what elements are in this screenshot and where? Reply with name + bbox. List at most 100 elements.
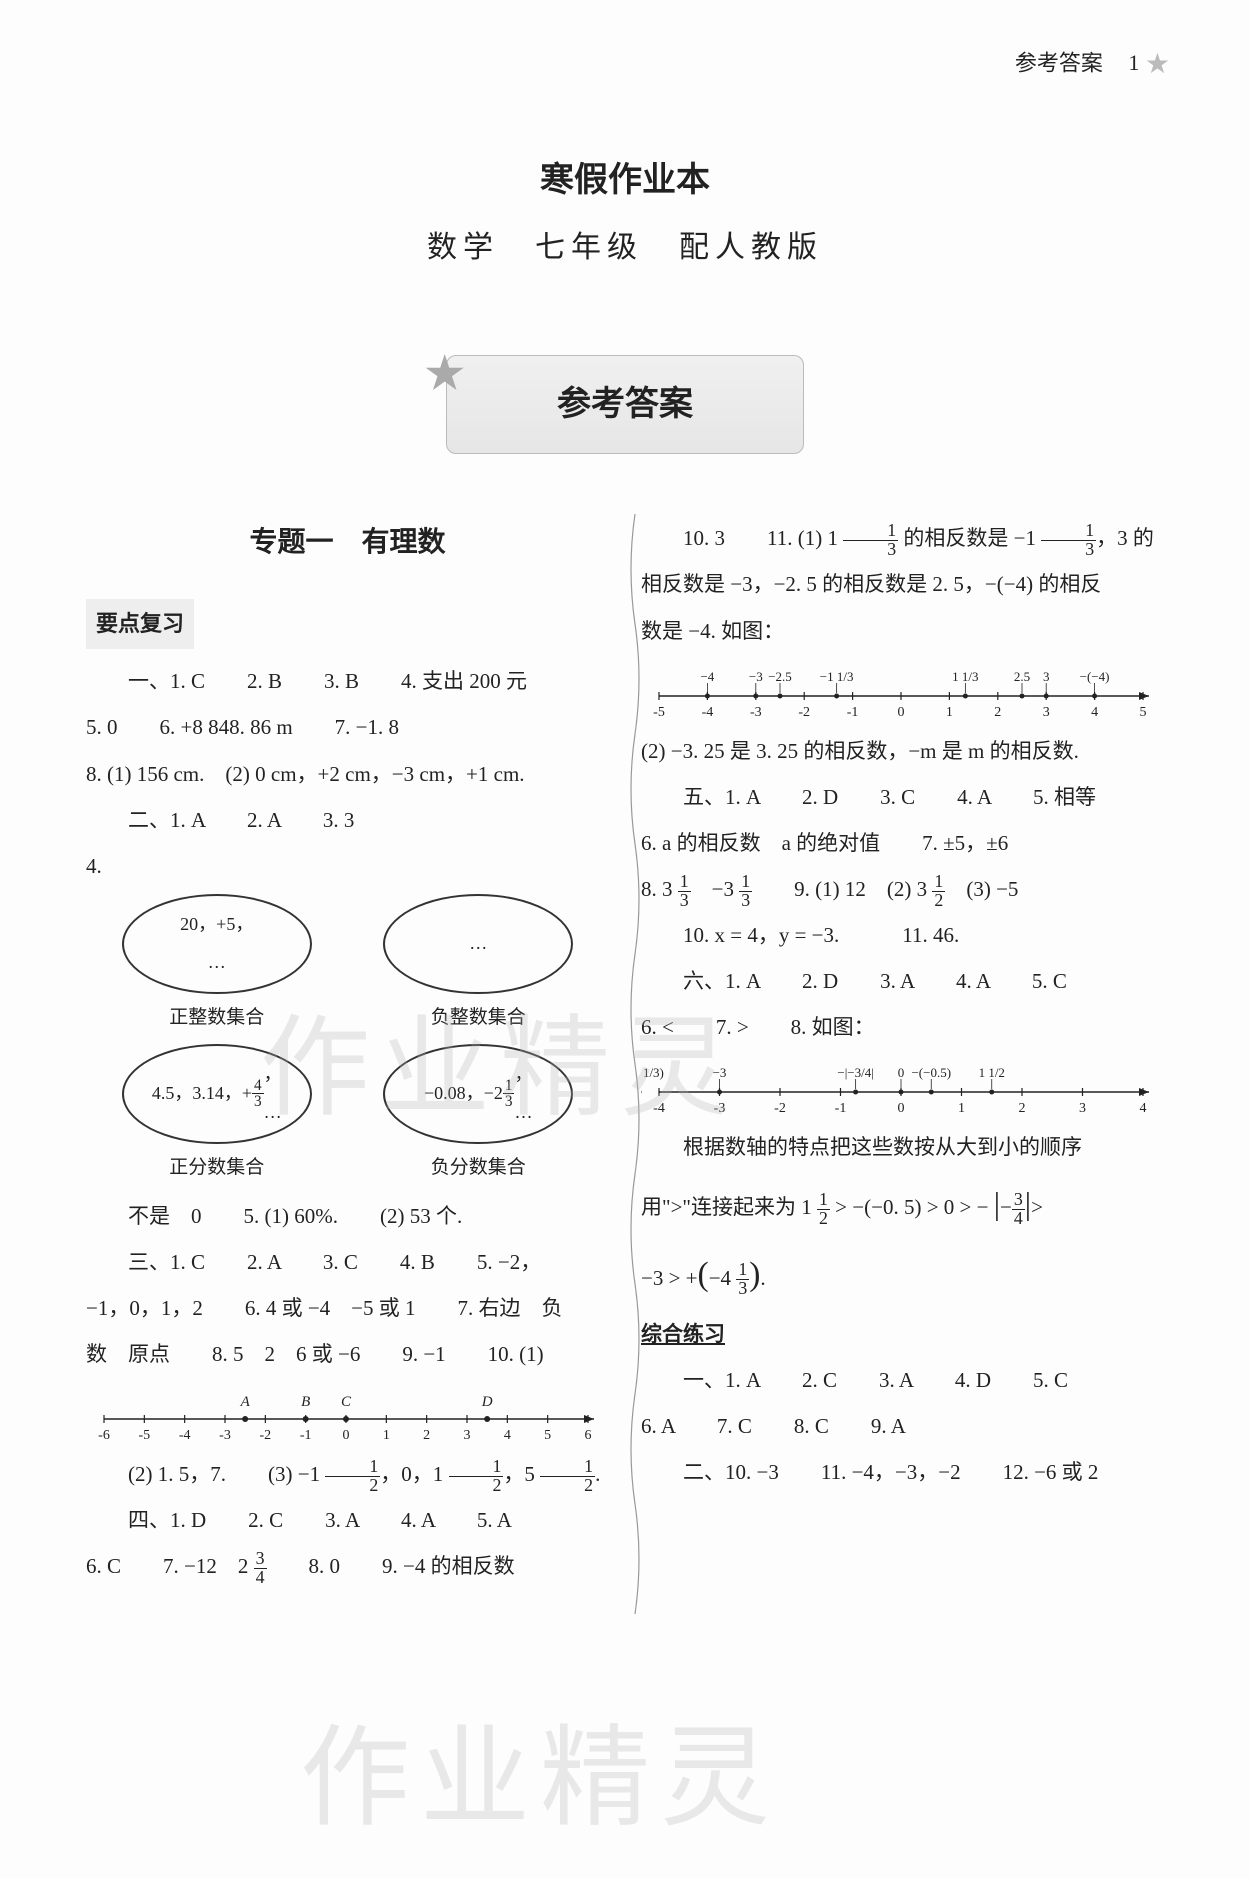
svg-text:3: 3 <box>1079 1101 1086 1116</box>
answer-line: 一、1. A 2. C 3. A 4. D 5. C <box>641 1358 1164 1402</box>
review-head: 要点复习 <box>86 599 194 649</box>
svg-text:4: 4 <box>1091 705 1098 720</box>
svg-text:2: 2 <box>994 705 1001 720</box>
svg-text:D: D <box>481 1394 493 1410</box>
answer-line: 10. 3 11. (1) 1 13 的相反数是 −1 13，3 的 <box>641 516 1164 560</box>
answer-line: 二、1. A 2. A 3. 3 <box>86 798 609 842</box>
answer-line: 6. C 7. −12 2 34 8. 0 9. −4 的相反数 <box>86 1544 609 1588</box>
oval-set: −0.08，−213，… 负分数集合 <box>383 1044 573 1188</box>
svg-text:6: 6 <box>585 1428 592 1443</box>
number-line: -6-5-4-3-2-10123456ABCD <box>86 1384 609 1444</box>
svg-text:-2: -2 <box>798 705 810 720</box>
svg-text:+(−4 1/3): +(−4 1/3) <box>641 1065 664 1080</box>
answer-line: 相反数是 −3，−2. 5 的相反数是 2. 5，−(−4) 的相反 <box>641 562 1164 606</box>
svg-text:−2.5: −2.5 <box>768 669 792 684</box>
svg-text:2.5: 2.5 <box>1014 669 1030 684</box>
answer-line: 6. A 7. C 8. C 9. A <box>641 1404 1164 1448</box>
svg-text:-2: -2 <box>774 1101 786 1116</box>
oval-row: 20，+5， … 正整数集合 … 负整数集合 <box>86 894 609 1038</box>
answer-line: (2) −3. 25 是 3. 25 的相反数，−m 是 m 的相反数. <box>641 729 1164 773</box>
svg-text:B: B <box>301 1394 310 1410</box>
answer-line: 四、1. D 2. C 3. A 4. A 5. A <box>86 1498 609 1542</box>
svg-text:1 1/2: 1 1/2 <box>979 1065 1005 1080</box>
svg-text:1: 1 <box>958 1101 965 1116</box>
svg-text:−4: −4 <box>700 669 714 684</box>
title-sub: 数学 七年级 配人教版 <box>70 221 1180 275</box>
answer-line: 六、1. A 2. D 3. A 4. A 5. C <box>641 959 1164 1003</box>
svg-text:2: 2 <box>1019 1101 1026 1116</box>
answer-line: 三、1. C 2. A 3. C 4. B 5. −2， <box>86 1240 609 1284</box>
svg-text:−|−3/4|: −|−3/4| <box>837 1065 873 1080</box>
right-column: 10. 3 11. (1) 1 13 的相反数是 −1 13，3 的 相反数是 … <box>625 514 1180 1590</box>
left-column: 专题一 有理数 要点复习 一、1. C 2. B 3. B 4. 支出 200 … <box>70 514 625 1590</box>
svg-text:5: 5 <box>1140 705 1147 720</box>
oval-set: 4.5，3.14，+43，… 正分数集合 <box>122 1044 312 1188</box>
title-block: 寒假作业本 数学 七年级 配人教版 <box>70 150 1180 275</box>
section-title: 专题一 有理数 <box>86 514 609 573</box>
star-icon: ★ <box>425 334 464 413</box>
svg-text:-4: -4 <box>702 705 714 720</box>
number-line: -4-3-2-101234+(−4 1/3)−3−|−3/4|0−(−0.5)1… <box>641 1057 1164 1117</box>
title-main: 寒假作业本 <box>70 150 1180 211</box>
svg-text:-1: -1 <box>835 1101 847 1116</box>
svg-text:5: 5 <box>544 1428 551 1443</box>
svg-text:-4: -4 <box>653 1101 665 1116</box>
oval: … <box>383 894 573 994</box>
watermark: 作业精灵 <box>300 1680 780 1878</box>
answer-line: 二、10. −3 11. −4，−3，−2 12. −6 或 2 <box>641 1450 1164 1494</box>
svg-text:3: 3 <box>1043 705 1050 720</box>
answer-line: 不是 0 5. (1) 60%. (2) 53 个. <box>86 1194 609 1238</box>
svg-text:-3: -3 <box>714 1101 726 1116</box>
answer-line: 6. < 7. > 8. 如图： <box>641 1005 1164 1049</box>
svg-text:0: 0 <box>898 705 905 720</box>
answer-line: 用">"连接起来为 1 12 > −(−0. 5) > 0 > − |−34|> <box>641 1171 1164 1237</box>
oval-row: 4.5，3.14，+43，… 正分数集合 −0.08，−213，… 负分数集合 <box>86 1044 609 1188</box>
answer-line: 一、1. C 2. B 3. B 4. 支出 200 元 <box>86 659 609 703</box>
star-icon: ★ <box>1145 40 1170 90</box>
banner: ★ 参考答案 <box>446 355 804 454</box>
svg-text:1: 1 <box>946 705 953 720</box>
practice-head: 综合练习 <box>641 1322 725 1346</box>
header-label: 参考答案 <box>1015 50 1103 75</box>
svg-text:0: 0 <box>898 1065 905 1080</box>
svg-text:-3: -3 <box>219 1428 231 1443</box>
svg-text:1: 1 <box>383 1428 390 1443</box>
oval: 20，+5， … <box>122 894 312 994</box>
answer-line: 8. 3 13 −3 13 9. (1) 12 (2) 3 12 (3) −5 <box>641 867 1164 911</box>
svg-text:1 1/3: 1 1/3 <box>952 669 978 684</box>
svg-text:−3: −3 <box>749 669 763 684</box>
answer-line: 6. a 的相反数 a 的绝对值 7. ±5，±6 <box>641 821 1164 865</box>
svg-text:C: C <box>341 1394 352 1410</box>
answer-line: −1，0，1，2 6. 4 或 −4 −5 或 1 7. 右边 负 <box>86 1286 609 1330</box>
svg-text:A: A <box>240 1394 251 1410</box>
svg-text:4: 4 <box>1140 1101 1147 1116</box>
svg-text:3: 3 <box>464 1428 471 1443</box>
answer-line: 数 原点 8. 5 2 6 或 −6 9. −1 10. (1) <box>86 1332 609 1376</box>
svg-text:-4: -4 <box>179 1428 191 1443</box>
svg-text:-1: -1 <box>847 705 859 720</box>
number-line: -5-4-3-2-1012345−4−3−2.5−1 1/31 1/32.53−… <box>641 661 1164 721</box>
page-number: 1 <box>1128 50 1139 75</box>
svg-text:3: 3 <box>1043 669 1050 684</box>
answer-line: 根据数轴的特点把这些数按从大到小的顺序 <box>641 1125 1164 1169</box>
answer-line: 4. <box>86 844 609 888</box>
oval-set: 20，+5， … 正整数集合 <box>122 894 312 1038</box>
svg-text:−3: −3 <box>713 1065 727 1080</box>
banner-wrap: ★ 参考答案 <box>70 355 1180 454</box>
oval-label: 负分数集合 <box>383 1148 573 1188</box>
oval-label: 正整数集合 <box>122 998 312 1038</box>
svg-text:-3: -3 <box>750 705 762 720</box>
svg-text:-5: -5 <box>138 1428 150 1443</box>
svg-text:-2: -2 <box>259 1428 271 1443</box>
page-header: 参考答案 1 ★ <box>1015 40 1170 90</box>
oval-set: … 负整数集合 <box>383 894 573 1038</box>
answer-line: 5. 0 6. +8 848. 86 m 7. −1. 8 <box>86 705 609 749</box>
svg-text:−(−0.5): −(−0.5) <box>911 1065 951 1080</box>
content-columns: 专题一 有理数 要点复习 一、1. C 2. B 3. B 4. 支出 200 … <box>70 514 1180 1590</box>
svg-text:-5: -5 <box>653 705 665 720</box>
svg-text:-6: -6 <box>98 1428 110 1443</box>
answer-line: 数是 −4. 如图： <box>641 609 1164 653</box>
svg-text:4: 4 <box>504 1428 511 1443</box>
answer-line: 五、1. A 2. D 3. C 4. A 5. 相等 <box>641 775 1164 819</box>
answer-line: −3 > +(−4 13). <box>641 1240 1164 1311</box>
